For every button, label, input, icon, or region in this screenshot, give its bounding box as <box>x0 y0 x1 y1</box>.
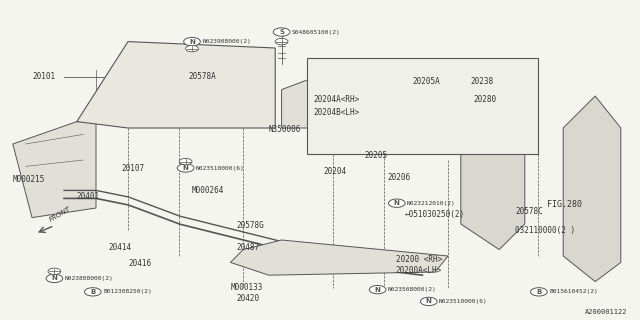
Text: N: N <box>374 287 381 292</box>
Text: 20401: 20401 <box>77 192 100 201</box>
Polygon shape <box>13 122 96 218</box>
Text: 20206: 20206 <box>387 173 410 182</box>
Text: 20205A: 20205A <box>413 77 440 86</box>
Text: B015610452(2): B015610452(2) <box>549 289 598 294</box>
Text: 20204: 20204 <box>323 167 346 176</box>
Text: B012308250(2): B012308250(2) <box>103 289 152 294</box>
Text: N023510000(6): N023510000(6) <box>196 165 244 171</box>
Circle shape <box>531 288 547 296</box>
Text: 20101: 20101 <box>32 72 55 81</box>
Text: 20420: 20420 <box>237 294 260 303</box>
FancyBboxPatch shape <box>307 58 538 154</box>
Polygon shape <box>461 90 525 250</box>
Circle shape <box>420 297 437 306</box>
Text: 20280: 20280 <box>474 95 497 104</box>
Circle shape <box>48 268 61 275</box>
Text: B: B <box>90 289 95 295</box>
Text: A200001122: A200001122 <box>585 309 627 315</box>
Text: S: S <box>279 29 284 35</box>
Circle shape <box>179 158 192 165</box>
Text: N023212010(2): N023212010(2) <box>407 201 456 206</box>
Circle shape <box>273 28 290 36</box>
Polygon shape <box>563 96 621 282</box>
Text: N023508000(2): N023508000(2) <box>388 287 436 292</box>
Text: N023510000(6): N023510000(6) <box>439 299 488 304</box>
Circle shape <box>46 274 63 283</box>
Text: 20487: 20487 <box>237 244 260 252</box>
Circle shape <box>275 38 288 45</box>
Text: M000264: M000264 <box>192 186 225 195</box>
Text: 20238: 20238 <box>470 77 493 86</box>
Circle shape <box>177 164 194 172</box>
Text: 20204A<RH>: 20204A<RH> <box>314 95 360 104</box>
Text: FRONT: FRONT <box>48 205 72 222</box>
Polygon shape <box>77 42 275 128</box>
Text: 032110000(2 ): 032110000(2 ) <box>515 226 575 235</box>
Circle shape <box>84 288 101 296</box>
Text: 20578C: 20578C <box>515 207 543 216</box>
Text: N: N <box>426 299 432 304</box>
Text: S048605100(2): S048605100(2) <box>292 29 340 35</box>
Text: 20414: 20414 <box>109 244 132 252</box>
Text: N: N <box>189 39 195 44</box>
Polygon shape <box>282 70 461 144</box>
Text: 20416: 20416 <box>128 260 151 268</box>
Text: 20200 <RH>: 20200 <RH> <box>396 255 442 264</box>
Circle shape <box>369 285 386 294</box>
Text: N: N <box>394 200 400 206</box>
Text: B: B <box>536 289 541 295</box>
Circle shape <box>186 45 198 52</box>
Text: 20200A<LH>: 20200A<LH> <box>396 266 442 275</box>
Text: N: N <box>51 276 58 281</box>
Circle shape <box>388 199 405 207</box>
Text: M000133: M000133 <box>230 284 263 292</box>
Polygon shape <box>230 240 448 275</box>
Text: 20107: 20107 <box>122 164 145 172</box>
Text: M000215: M000215 <box>13 175 45 184</box>
Text: FIG.280: FIG.280 <box>547 200 582 209</box>
Text: N023908000(2): N023908000(2) <box>202 39 251 44</box>
Text: N350006: N350006 <box>269 125 301 134</box>
Text: N: N <box>182 165 189 171</box>
Text: N023808000(2): N023808000(2) <box>65 276 113 281</box>
Text: 20578A: 20578A <box>189 72 216 81</box>
Text: 20204B<LH>: 20204B<LH> <box>314 108 360 116</box>
Text: 20205: 20205 <box>365 151 388 160</box>
Text: 20578G: 20578G <box>237 221 264 230</box>
Text: ←051030250(2): ←051030250(2) <box>404 210 465 219</box>
Circle shape <box>184 37 200 46</box>
